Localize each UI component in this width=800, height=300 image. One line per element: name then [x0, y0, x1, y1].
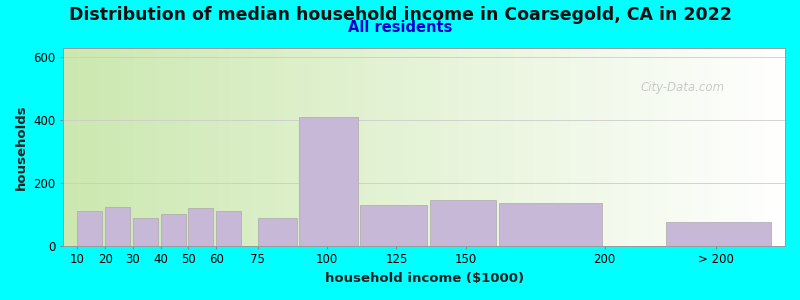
- Bar: [499, 203, 602, 246]
- Bar: [105, 207, 130, 246]
- Bar: [188, 208, 214, 246]
- Text: Distribution of median household income in Coarsegold, CA in 2022: Distribution of median household income …: [69, 6, 731, 24]
- Text: City-Data.com: City-Data.com: [641, 81, 725, 94]
- X-axis label: household income ($1000): household income ($1000): [325, 272, 524, 285]
- Y-axis label: households: households: [15, 104, 28, 190]
- Bar: [430, 200, 496, 246]
- Bar: [666, 222, 771, 246]
- Bar: [161, 214, 186, 246]
- Bar: [216, 211, 241, 246]
- Bar: [360, 205, 427, 246]
- Bar: [258, 218, 297, 246]
- Bar: [299, 117, 358, 246]
- Bar: [133, 218, 158, 246]
- Bar: [78, 211, 102, 246]
- Text: All residents: All residents: [348, 20, 452, 34]
